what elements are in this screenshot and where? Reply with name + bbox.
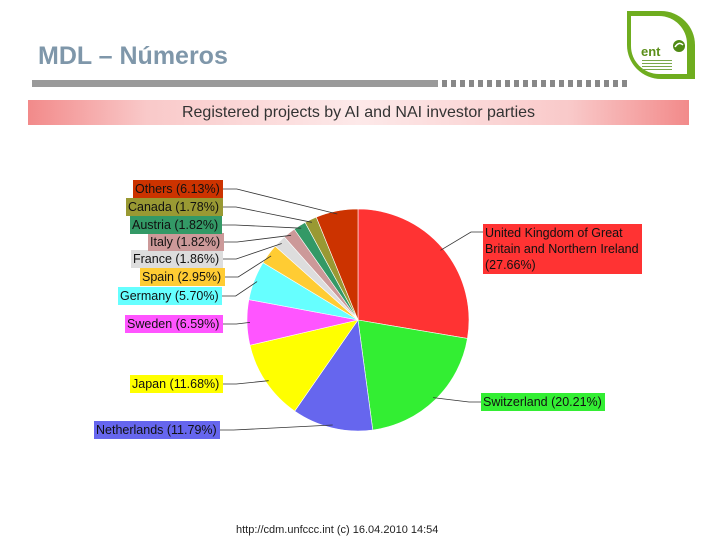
pie-label-text: Britain and Northern Ireland <box>485 242 639 256</box>
pie-label-box <box>133 180 223 198</box>
leader-line-others <box>222 188 338 215</box>
chart-title: Registered projects by AI and NAI invest… <box>181 104 536 121</box>
pie-label-box <box>481 393 605 411</box>
pie-label-box <box>125 315 223 333</box>
pie-label-text: Austria (1.82%) <box>132 218 218 232</box>
pie-slice-united-kingdom-of-great-britain-and-northern-ireland <box>357 208 470 339</box>
pie-label-box <box>148 233 224 251</box>
leader-line-united-kingdom-of-great-britain-and-northern-ireland <box>440 231 483 251</box>
pie-label-spain: Spain (2.95%) <box>140 268 225 286</box>
pie-label-text: Germany (5.70%) <box>120 289 219 303</box>
pie-label-switzerland: Switzerland (20.21%) <box>481 393 605 411</box>
pie-label-box <box>483 224 642 274</box>
leader-line-switzerland <box>433 397 481 403</box>
pie-label-canada: Canada (1.78%) <box>126 198 223 216</box>
pie-label-italy: Italy (1.82%) <box>148 233 224 251</box>
pie-label-box <box>118 287 222 305</box>
pie-label-france: France (1.86%) <box>131 250 223 268</box>
pie-label-austria: Austria (1.82%) <box>130 216 222 234</box>
leader-line-canada <box>222 206 312 223</box>
leader-line-sweden <box>222 322 251 325</box>
pie-label-box <box>130 216 222 234</box>
pie-label-text: Italy (1.82%) <box>150 235 220 249</box>
logo-tagline-lines <box>642 60 672 72</box>
pie-slice-switzerland <box>357 319 468 431</box>
pie-label-united-kingdom-of-great-britain-and-northern-ireland: United Kingdom of Great Britain and North… <box>483 224 642 274</box>
pie-labels: United Kingdom of Great Britain and North… <box>94 180 642 439</box>
pie-slice-japan <box>249 319 359 412</box>
pie-label-others: Others (6.13%) <box>133 180 223 198</box>
pie-label-box <box>131 250 223 268</box>
pie-label-text: Spain (2.95%) <box>142 270 221 284</box>
pie-slices <box>246 208 470 432</box>
pie-label-text: Others (6.13%) <box>135 182 220 196</box>
title-dotted-rule <box>442 80 630 87</box>
pie-label-box <box>130 375 223 393</box>
pie-label-text: France (1.86%) <box>133 252 219 266</box>
leaf-icon <box>673 40 685 52</box>
logo-wordmark: ent <box>641 44 661 59</box>
leader-line-spain <box>224 255 272 278</box>
title-rule <box>32 80 438 87</box>
leader-line-netherlands <box>219 424 333 431</box>
chart-title-bar: Registered projects by AI and NAI invest… <box>28 100 689 125</box>
leader-line-france <box>222 243 282 260</box>
pie-label-text: Netherlands (11.79%) <box>96 423 217 437</box>
pie-label-box <box>126 198 223 216</box>
company-logo: ent <box>627 11 695 79</box>
leader-line-austria <box>221 224 302 229</box>
pie-label-japan: Japan (11.68%) <box>130 375 223 393</box>
pie-label-germany: Germany (5.70%) <box>118 287 222 305</box>
leader-line-japan <box>222 380 269 385</box>
leader-line-italy <box>223 234 292 243</box>
source-citation: http://cdm.unfccc.int (c) 16.04.2010 14:… <box>236 524 439 536</box>
pie-label-text: United Kingdom of Great <box>485 226 623 240</box>
logo-inner-panel: ent <box>631 16 687 74</box>
pie-label-text: (27.66%) <box>485 258 536 272</box>
slide-title: MDL – Números <box>38 42 228 70</box>
pie-label-text: Japan (11.68%) <box>132 377 219 391</box>
pie-label-text: Switzerland (20.21%) <box>483 395 602 409</box>
pie-slice-others <box>315 208 359 321</box>
pie-label-sweden: Sweden (6.59%) <box>125 315 223 333</box>
leader-line-germany <box>221 281 258 297</box>
pie-label-text: Sweden (6.59%) <box>127 317 219 331</box>
pie-label-box <box>140 268 225 286</box>
pie-leader-lines <box>219 188 483 431</box>
pie-label-box <box>94 421 220 439</box>
pie-slice-netherlands <box>294 319 374 432</box>
pie-label-text: Canada (1.78%) <box>128 200 219 214</box>
pie-label-netherlands: Netherlands (11.79%) <box>94 421 220 439</box>
